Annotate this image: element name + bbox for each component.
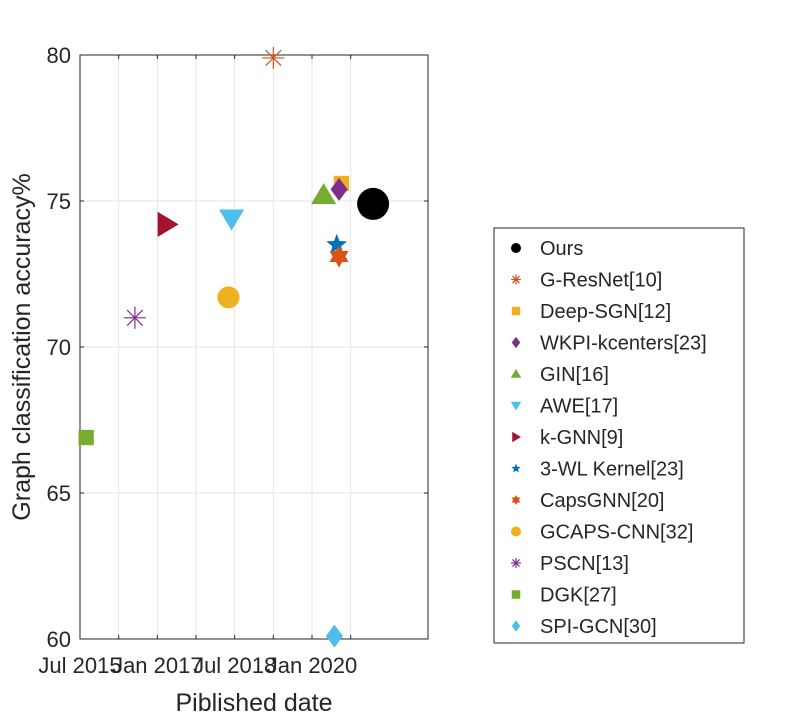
legend-label: AWE[17] [540, 396, 618, 418]
legend-label: GCAPS-CNN[32] [540, 522, 693, 544]
data-point-dgk-27 [78, 429, 94, 446]
legend-label: Deep-SGN[12] [540, 301, 671, 323]
legend-marker [511, 495, 521, 505]
legend-marker [511, 336, 521, 349]
legend-marker [511, 558, 521, 568]
x-tick-label: Jan 2020 [267, 653, 358, 678]
legend: Ours G-ResNet[10] Deep-SGN[12] WKPI-kcenter… [493, 227, 745, 644]
legend-marker [511, 526, 521, 537]
data-point-spi-gcn-30 [325, 624, 343, 648]
data-point-gin-16 [311, 183, 337, 205]
legend-marker [511, 306, 521, 316]
y-tick-label: 65 [47, 481, 71, 506]
legend-marker [510, 369, 522, 378]
legend-marker [511, 620, 521, 632]
data-markers [78, 46, 390, 648]
y-tick-label: 80 [47, 43, 71, 68]
legend-label: 3-WL Kernel[23] [540, 459, 684, 481]
data-point-awe-17 [218, 209, 245, 231]
y-tick-label: 60 [47, 627, 71, 652]
data-point-ours [357, 187, 390, 220]
legend-label: WKPI-kcenters[23] [540, 333, 707, 355]
legend-box [493, 227, 745, 644]
legend-label: DGK[27] [540, 585, 617, 607]
legend-label: GIN[16] [540, 364, 609, 386]
legend-marker [511, 463, 521, 473]
legend-label: k-GNN[9] [540, 427, 623, 449]
legend-marker [511, 590, 521, 599]
data-point-3-wl-kernel-23 [326, 233, 348, 254]
legend-label: CapsGNN[20] [540, 490, 665, 512]
data-point-capsgnn-20 [329, 245, 349, 268]
x-tick-label: Jul 2018 [193, 653, 276, 678]
x-tick-label: Jan 2017 [112, 653, 203, 678]
legend-marker [510, 401, 522, 411]
y-axis-title: Graph classification accuracy% [8, 173, 36, 520]
legend-marker [512, 431, 521, 443]
legend-label: SPI-GCN[30] [540, 616, 657, 638]
grid [79, 54, 428, 640]
x-axis-title: Piblished date [175, 689, 332, 717]
legend-label: Ours [540, 238, 583, 260]
data-point-k-gnn-9 [157, 211, 179, 237]
data-point-pscn-13 [123, 306, 146, 329]
legend-marker [511, 274, 521, 285]
legend-label: PSCN[13] [540, 553, 629, 575]
data-point-wkpi-kcenters-23 [330, 177, 348, 201]
y-tick-label: 70 [47, 335, 71, 360]
data-point-gcaps-cnn-32 [217, 286, 240, 309]
data-point-g-resnet-10 [262, 46, 285, 69]
y-tick-label: 75 [47, 189, 71, 214]
legend-label: G-ResNet[10] [540, 270, 662, 292]
legend-marker [511, 243, 521, 253]
x-tick-label: Jul 2015 [38, 653, 121, 678]
